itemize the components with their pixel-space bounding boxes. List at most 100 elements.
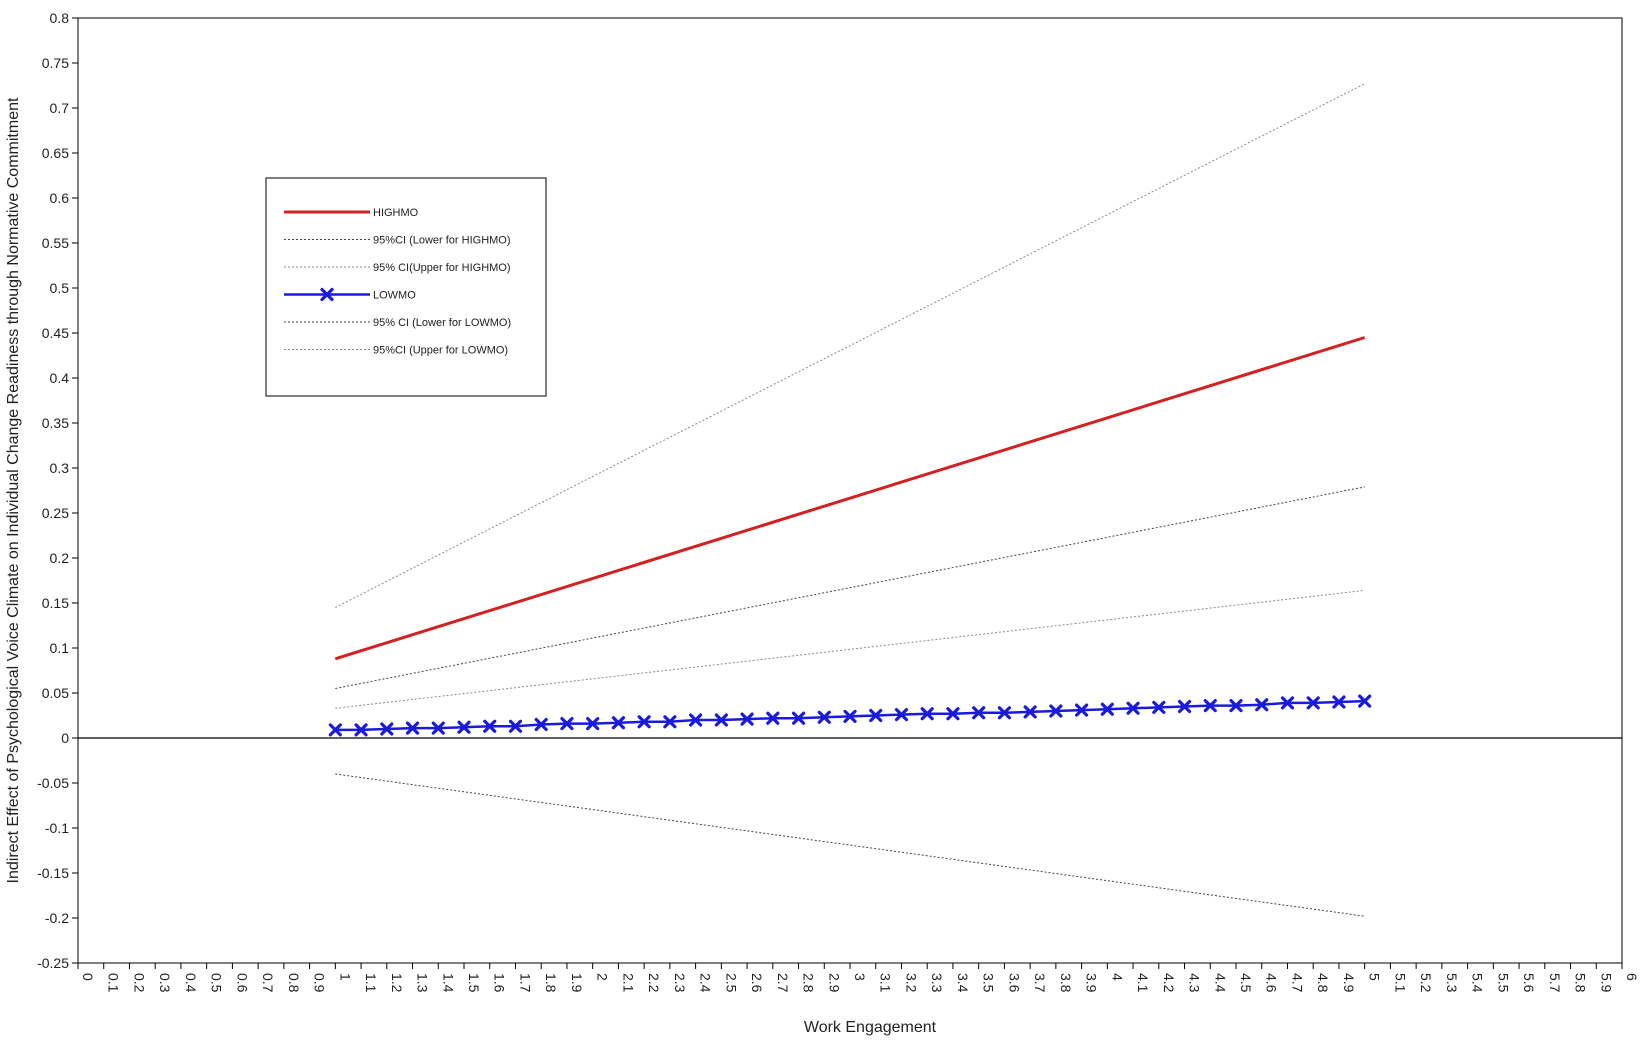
- x-tick-label: 4.9: [1341, 973, 1357, 993]
- x-tick-label: 6: [1624, 973, 1640, 981]
- lowmo-marker: [1280, 696, 1295, 710]
- lowmo-marker: [1152, 700, 1166, 714]
- series-line: [335, 83, 1365, 608]
- series-5: [335, 589, 1365, 709]
- x-tick-label: 0.8: [286, 973, 302, 993]
- y-tick-label: 0.4: [50, 370, 70, 386]
- series-line: [334, 336, 1366, 661]
- y-tick-label: 0.15: [42, 595, 69, 611]
- x-tick-label: 5.9: [1598, 973, 1614, 993]
- x-tick-label: 0.4: [183, 973, 199, 993]
- lowmo-marker: [689, 713, 703, 727]
- plot-area: [77, 17, 1623, 964]
- lowmo-marker: [483, 719, 497, 733]
- x-tick-label: 4.8: [1315, 973, 1331, 993]
- lowmo-marker: [320, 287, 334, 302]
- x-tick-label: 0: [80, 973, 96, 981]
- y-tick-label: 0: [61, 730, 69, 746]
- legend-label: 95%CI (Upper for LOWMO): [373, 345, 508, 357]
- lowmo-marker: [1358, 694, 1372, 708]
- lowmo-marker: [663, 715, 677, 729]
- x-tick-label: 3.4: [955, 973, 971, 993]
- lowmo-marker: [791, 711, 806, 725]
- lowmo-marker: [611, 716, 625, 730]
- y-tick-label: 0.75: [42, 55, 69, 71]
- x-tick-label: 0.9: [312, 973, 328, 993]
- x-tick-label: 5.6: [1521, 973, 1537, 993]
- legend-label: HIGHMO: [373, 207, 419, 219]
- lowmo-marker: [1075, 703, 1089, 717]
- series-line: [335, 589, 1365, 709]
- lowmo-marker: [1255, 698, 1269, 712]
- x-tick-label: 4.7: [1289, 973, 1305, 993]
- series-line: [335, 773, 1365, 917]
- series-1: [335, 486, 1365, 689]
- x-tick-label: 0.6: [234, 973, 250, 993]
- y-tick-label: 0.5: [50, 280, 70, 296]
- x-tick-label: 4.1: [1135, 973, 1151, 993]
- legend-label: 95% CI (Lower for LOWMO): [373, 317, 511, 329]
- x-tick-label: 1: [337, 973, 353, 981]
- y-tick-label: 0.65: [42, 145, 69, 161]
- lowmo-marker: [586, 717, 600, 731]
- lowmo-marker: [1023, 705, 1037, 719]
- x-tick-label: 3.2: [903, 973, 919, 993]
- x-tick-label: 4.5: [1238, 973, 1254, 993]
- x-tick-label: 0.1: [106, 973, 122, 993]
- x-tick-label: 5.8: [1573, 973, 1589, 993]
- x-tick-label: 2.6: [749, 973, 765, 993]
- x-tick-label: 5.1: [1392, 973, 1408, 993]
- x-tick-label: 2.1: [620, 973, 636, 993]
- x-tick-label: 1.1: [363, 973, 379, 993]
- x-tick-label: 3.5: [981, 973, 997, 993]
- x-tick-label: 4: [1109, 973, 1125, 981]
- y-tick-label: 0.3: [50, 460, 70, 476]
- lowmo-marker: [637, 715, 651, 729]
- x-tick-label: 2.4: [698, 973, 714, 993]
- x-tick-label: 5: [1367, 973, 1383, 981]
- lowmo-marker: [972, 706, 986, 720]
- x-tick-label: 0.7: [260, 973, 276, 993]
- x-tick-label: 4.4: [1212, 973, 1228, 993]
- lowmo-marker: [817, 710, 831, 724]
- x-tick-label: 5.4: [1470, 973, 1486, 993]
- lowmo-marker: [740, 712, 754, 726]
- y-tick-label: 0.05: [42, 685, 69, 701]
- lowmo-marker: [843, 709, 857, 723]
- y-tick-label: 0.7: [50, 100, 70, 116]
- x-tick-label: 0.5: [209, 973, 225, 993]
- y-axis: 0.8 0.75 0.7 0.65 0.6 0.55 0.5 0.45 0.4 0.35 0.3 0.…: [37, 10, 78, 971]
- x-tick-label: 3.9: [1084, 973, 1100, 993]
- x-tick-label: 1.8: [543, 973, 559, 993]
- y-tick-label: 0.6: [50, 190, 70, 206]
- lowmo-marker: [405, 721, 420, 735]
- lowmo-marker: [1100, 702, 1114, 716]
- legend-label: LOWMO: [373, 290, 416, 302]
- lowmo-marker: [920, 707, 934, 721]
- y-tick-label: 0.1: [50, 640, 70, 656]
- legend-label: 95% CI(Upper for HIGHMO): [373, 262, 511, 274]
- lowmo-marker: [766, 711, 780, 725]
- lowmo-marker: [508, 719, 523, 733]
- x-tick-label: 5.5: [1495, 973, 1511, 993]
- x-tick-label: 4.2: [1161, 973, 1177, 993]
- x-tick-label: 5.2: [1418, 973, 1434, 993]
- x-tick-label: 3.6: [1006, 973, 1022, 993]
- x-tick-label: 3.7: [1032, 973, 1048, 993]
- lowmo-marker: [1203, 699, 1217, 713]
- lowmo-marker: [457, 720, 471, 734]
- lowmo-marker: [869, 708, 883, 723]
- x-tick-label: 1.6: [492, 973, 508, 993]
- lowmo-marker: [1126, 701, 1140, 715]
- x-tick-label: 3: [852, 973, 868, 981]
- lowmo-marker: [1049, 704, 1063, 718]
- x-tick-label: 1.9: [569, 973, 585, 993]
- x-axis: 0 0.1 0.2 0.3 0.4 0.5 0.6 0.7 0.8 0.9 1 1.1 1.2 1.3 1.…: [77, 963, 1640, 993]
- series-4: [335, 773, 1365, 917]
- lowmo-marker: [560, 717, 574, 731]
- x-tick-label: 5.3: [1444, 973, 1460, 993]
- x-tick-label: 2.7: [775, 973, 791, 993]
- x-tick-label: 5.7: [1547, 973, 1563, 993]
- x-tick-label: 3.1: [878, 973, 894, 993]
